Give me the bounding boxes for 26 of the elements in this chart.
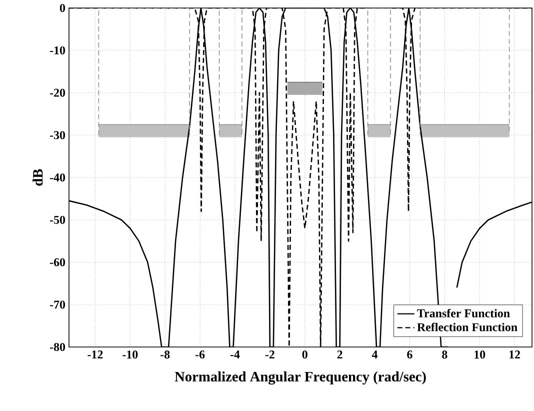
y-tick-label: -10	[50, 46, 66, 54]
x-tick-label: -6	[195, 350, 205, 359]
y-tick-label: 0	[60, 4, 66, 12]
legend-label: Transfer Function	[417, 308, 510, 318]
x-tick-label: 2	[337, 350, 342, 358]
x-axis-title: Normalized Angular Frequency (rad/sec)	[174, 371, 426, 385]
x-tick-label: -12	[88, 350, 103, 358]
x-tick-label: -4	[230, 350, 240, 358]
x-tick-label: -10	[122, 350, 138, 359]
x-tick-label: 0	[302, 350, 308, 359]
y-tick-label: -40	[50, 173, 66, 182]
legend-label: Reflection Function	[417, 322, 518, 332]
y-axis-title: dB	[32, 169, 43, 186]
y-tick-label: -30	[50, 131, 66, 140]
x-tick-label: -2	[265, 350, 274, 358]
y-tick-label: -60	[50, 258, 66, 266]
y-tick-label: -80	[50, 342, 66, 352]
y-tick-label: -50	[50, 216, 66, 224]
x-tick-label: 6	[407, 350, 412, 359]
x-tick-label: 10	[474, 350, 486, 359]
x-tick-label: 8	[442, 350, 448, 359]
y-tick-label: -20	[50, 88, 66, 97]
y-tick-label: -70	[50, 300, 66, 309]
x-tick-label: 4	[372, 350, 378, 358]
x-tick-label: 12	[510, 350, 520, 358]
x-tick-label: -8	[160, 350, 170, 359]
